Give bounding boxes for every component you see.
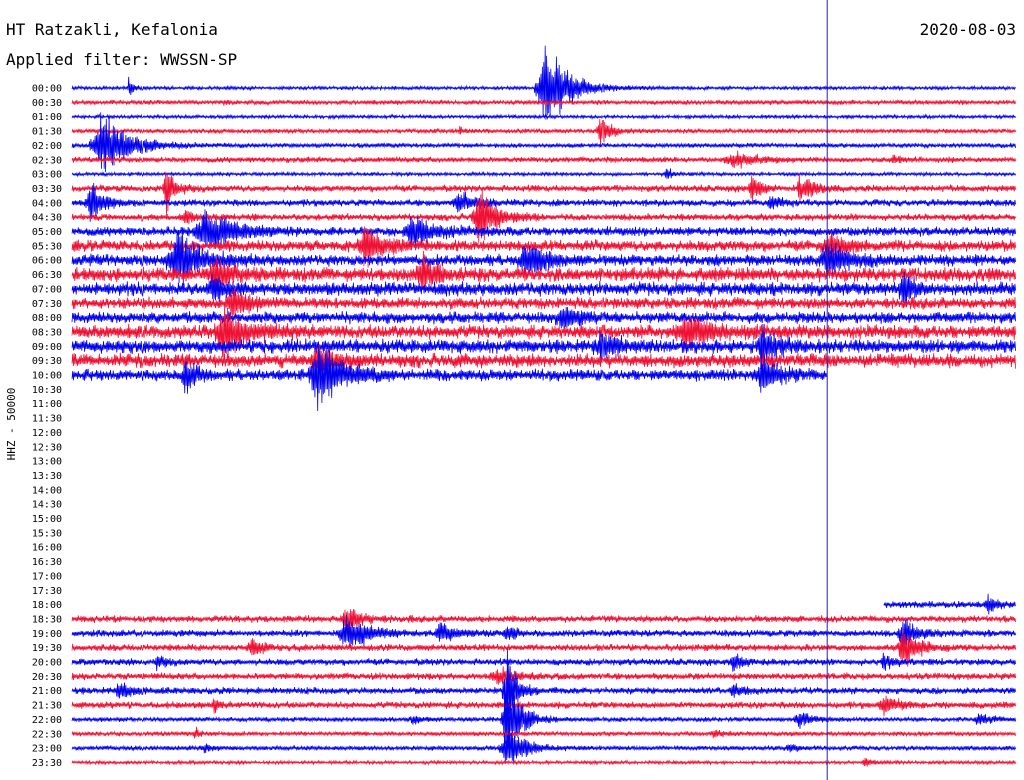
tick-label-1530: 15:30 <box>32 528 62 539</box>
trace-0630 <box>71 250 1016 291</box>
tick-label-1700: 17:00 <box>32 571 62 582</box>
tick-label-1030: 10:30 <box>32 385 62 396</box>
trace-2130 <box>71 695 1016 717</box>
trace-2030 <box>71 666 1016 686</box>
tick-label-1000: 10:00 <box>32 371 62 382</box>
tick-label-1500: 15:00 <box>32 514 62 525</box>
tick-label-0000: 00:00 <box>32 84 62 95</box>
tick-label-1930: 19:30 <box>32 643 62 654</box>
tick-label-0200: 02:00 <box>32 141 62 152</box>
tick-label-0930: 09:30 <box>32 356 62 367</box>
tick-label-1630: 16:30 <box>32 557 62 568</box>
tick-label-0730: 07:30 <box>32 299 62 310</box>
trace-2300 <box>71 731 1016 765</box>
trace-0700 <box>71 271 1016 308</box>
tick-label-0030: 00:30 <box>32 98 62 109</box>
tick-label-1230: 12:30 <box>32 442 62 453</box>
trace-2100 <box>71 649 1016 728</box>
trace-0030 <box>71 98 1016 107</box>
tick-label-2200: 22:00 <box>32 715 62 726</box>
seismogram-traces <box>71 45 1016 767</box>
filter-label: Applied filter: WWSSN-SP <box>6 50 238 69</box>
trace-0600 <box>71 230 1016 286</box>
tick-label-1130: 11:30 <box>32 414 62 425</box>
tick-label-1600: 16:00 <box>32 543 62 554</box>
trace-0730 <box>71 287 1016 318</box>
trace-0230 <box>71 150 1016 169</box>
tick-label-0300: 03:00 <box>32 170 62 181</box>
trace-1930 <box>71 630 1016 667</box>
tick-label-1330: 13:30 <box>32 471 62 482</box>
trace-0200 <box>71 112 1016 173</box>
tick-label-0100: 01:00 <box>32 112 62 123</box>
time-tick-labels: 00:00 00:30 01:00 01:30 02:00 02:30 03:00 03:30… <box>32 84 62 769</box>
tick-label-2330: 23:30 <box>32 758 62 769</box>
tick-label-1730: 17:30 <box>32 586 62 597</box>
tick-label-0400: 04:00 <box>32 198 62 209</box>
tick-label-1900: 19:00 <box>32 629 62 640</box>
trace-0000 <box>71 45 1016 120</box>
trace-0930 <box>71 344 1016 377</box>
trace-0130 <box>71 119 1016 146</box>
date-label: 2020-08-03 <box>919 20 1016 39</box>
trace-2000 <box>71 652 1016 672</box>
tick-label-2300: 23:00 <box>32 744 62 755</box>
tick-label-0230: 02:30 <box>32 155 62 166</box>
trace-2230 <box>71 726 1016 739</box>
tick-label-0500: 05:00 <box>32 227 62 238</box>
tick-label-2100: 21:00 <box>32 686 62 697</box>
tick-label-0900: 09:00 <box>32 342 62 353</box>
station-title: HT Ratzakli, Kefalonia <box>6 20 218 39</box>
tick-label-2230: 22:30 <box>32 729 62 740</box>
trace-0900 <box>71 323 1016 372</box>
trace-1000 <box>71 345 827 412</box>
tick-label-2000: 20:00 <box>32 658 62 669</box>
tick-label-2030: 20:30 <box>32 672 62 683</box>
trace-0830 <box>71 303 1016 365</box>
tick-label-1800: 18:00 <box>32 600 62 611</box>
trace-0300 <box>71 168 1016 179</box>
trace-0330 <box>71 171 1016 216</box>
tick-label-1300: 13:00 <box>32 457 62 468</box>
tick-label-0130: 01:30 <box>32 127 62 138</box>
tick-label-1430: 14:30 <box>32 500 62 511</box>
tick-label-0330: 03:30 <box>32 184 62 195</box>
trace-1900 <box>71 614 1016 650</box>
trace-0530 <box>71 226 1016 268</box>
tick-label-1400: 14:00 <box>32 485 62 496</box>
tick-label-1100: 11:00 <box>32 399 62 410</box>
trace-2200 <box>71 678 1016 754</box>
trace-1830 <box>71 609 1016 635</box>
trace-0100 <box>71 113 1016 121</box>
tick-label-2130: 21:30 <box>32 701 62 712</box>
tick-label-0630: 06:30 <box>32 270 62 281</box>
trace-0500 <box>71 209 1016 251</box>
tick-label-0600: 06:00 <box>32 256 62 267</box>
trace-0800 <box>71 306 1016 329</box>
trace-1800 <box>883 593 1016 615</box>
tick-label-0430: 04:30 <box>32 213 62 224</box>
tick-label-0830: 08:30 <box>32 327 62 338</box>
tick-label-1200: 12:00 <box>32 428 62 439</box>
tick-label-0530: 05:30 <box>32 241 62 252</box>
tick-label-0800: 08:00 <box>32 313 62 324</box>
trace-0430 <box>71 189 1016 243</box>
tick-label-0700: 07:00 <box>32 284 62 295</box>
tick-label-1830: 18:30 <box>32 614 62 625</box>
trace-2330 <box>71 757 1016 767</box>
trace-0400 <box>71 182 1016 222</box>
